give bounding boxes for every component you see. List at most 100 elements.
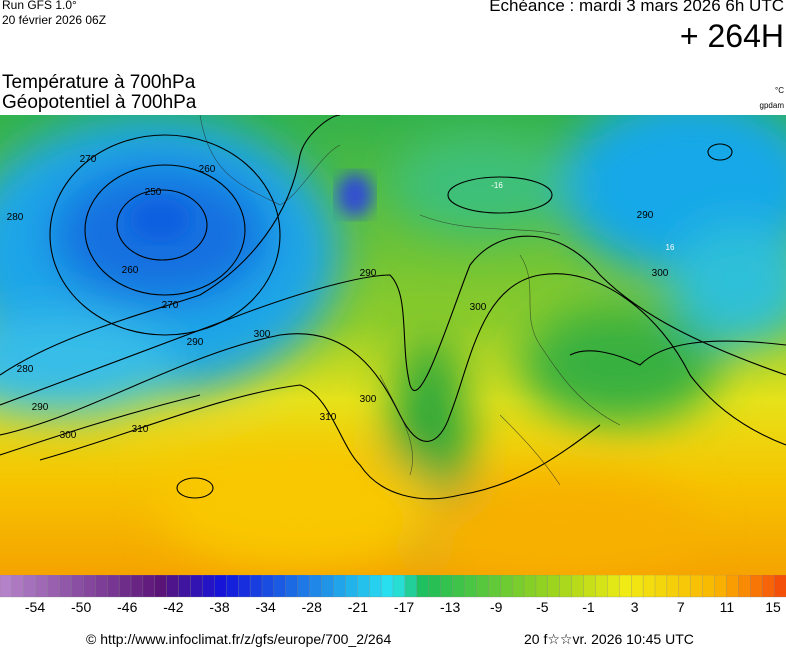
contour-label: 260 (199, 164, 216, 175)
colorbar-label: -38 (209, 599, 229, 615)
colorbar-swatch (583, 575, 596, 598)
contour-label: 290 (360, 268, 377, 279)
colorbar-swatch (559, 575, 573, 598)
colorbar-swatch (690, 575, 704, 598)
colorbar-swatch (714, 575, 727, 598)
colorbar-swatch (178, 575, 191, 598)
colorbar-label: 11 (720, 599, 735, 615)
colorbar-swatch (619, 575, 632, 598)
colorbar-swatch (750, 575, 763, 598)
colorbar-swatch (452, 575, 465, 598)
contour-label: 280 (17, 364, 34, 375)
title-temperature: Température à 700hPa (2, 72, 196, 93)
colorbar-label: 7 (677, 599, 685, 615)
colorbar-swatch (11, 575, 25, 598)
colorbar-swatch (762, 575, 775, 598)
run-label: Run GFS 1.0° (2, 0, 77, 12)
contour-label: 300 (470, 302, 487, 313)
colorbar-swatch (321, 575, 334, 598)
colorbar-swatch (500, 575, 513, 598)
colorbar-swatch (249, 575, 263, 598)
colorbar-swatch (488, 575, 501, 598)
colorbar-swatch (47, 575, 60, 598)
colorbar-label: -50 (71, 599, 91, 615)
colorbar-label: -28 (302, 599, 322, 615)
colorbar-swatch (285, 575, 299, 598)
colorbar-swatch (154, 575, 168, 598)
colorbar-swatch (35, 575, 49, 598)
colorbar-swatch (357, 575, 370, 598)
colorbar-swatch (678, 575, 692, 598)
colorbar-swatch (535, 575, 549, 598)
colorbar-swatch (273, 575, 287, 598)
colorbar-label: -42 (163, 599, 183, 615)
colorbar-swatch (309, 575, 322, 598)
colorbar-swatch (238, 575, 251, 598)
colorbar-swatch (345, 575, 358, 598)
colorbar-label: -46 (117, 599, 137, 615)
temperature-field (0, 115, 786, 575)
contour-label: 290 (637, 210, 654, 221)
geopotential-contours (0, 115, 786, 500)
colorbar-label: -9 (490, 599, 503, 615)
coastlines (199, 115, 621, 486)
contour-label: -16 (491, 181, 503, 190)
lead-time: + 264H (679, 18, 784, 54)
colorbar-swatch (71, 575, 84, 598)
contour-label: 250 (145, 187, 162, 198)
colorbar-label: 15 (765, 599, 781, 615)
colorbar-swatch (142, 575, 156, 598)
contour-label: 290 (32, 402, 49, 413)
contour-label: 280 (7, 212, 24, 223)
contour-label: 300 (652, 268, 669, 279)
colorbar-label: -5 (536, 599, 549, 615)
colorbar-swatch (261, 575, 275, 598)
colorbar-swatch (95, 575, 108, 598)
colorbar-swatch (726, 575, 739, 598)
colorbar-label: -1 (582, 599, 595, 615)
colorbar-swatch (571, 575, 584, 598)
colorbar-swatch (773, 575, 786, 598)
colorbar-swatch (440, 575, 453, 598)
colorbar-swatch (190, 575, 203, 598)
contour-label: 300 (254, 329, 271, 340)
colorbar-swatch (107, 575, 120, 598)
contour-label: 300 (60, 430, 77, 441)
colorbar-label: -17 (394, 599, 414, 615)
colorbar-swatch (83, 575, 96, 598)
colorbar-swatch (23, 575, 37, 598)
contour-label: 290 (187, 337, 204, 348)
colorbar-swatch (226, 575, 239, 598)
contour-label: 310 (320, 412, 337, 423)
footer-url: © http://www.infoclimat.fr/z/gfs/europe/… (86, 631, 392, 647)
contour-label: 310 (132, 424, 149, 435)
colorbar-label: -13 (440, 599, 460, 615)
colorbar-swatch (666, 575, 680, 598)
colorbar-swatch (333, 575, 346, 598)
colorbar-swatch (702, 575, 715, 598)
colorbar-swatch (297, 575, 311, 598)
colorbar-swatch (130, 575, 144, 598)
colorbar-label: 3 (631, 599, 639, 615)
colorbar-swatch (642, 575, 656, 598)
colorbar-label: -54 (25, 599, 45, 615)
colorbar-swatch (404, 575, 418, 598)
colorbar-swatch (214, 575, 227, 598)
contour-label: 16 (666, 243, 675, 252)
contour-labels: 270 260 250 280 260 270 280 290 300 310 290 300 310 3… (7, 154, 675, 441)
colorbar-swatch (476, 575, 489, 598)
colorbar-swatch (416, 575, 430, 598)
contour-label: 270 (162, 300, 179, 311)
colorbar-swatch (523, 575, 537, 598)
colorbar-swatch (369, 575, 382, 598)
colorbar-swatch (607, 575, 620, 598)
colorbar-swatch (380, 575, 394, 598)
colorbar: -54 -50 -46 -42 -38 -34 -28 -21 -17 -13 -9 -5 -1 3 7 11… (0, 575, 786, 615)
colorbar-swatch (547, 575, 561, 598)
colorbar-swatch (118, 575, 132, 598)
colorbar-swatch (511, 575, 525, 598)
colorbar-label: -21 (348, 599, 368, 615)
colorbar-swatch (59, 575, 72, 598)
